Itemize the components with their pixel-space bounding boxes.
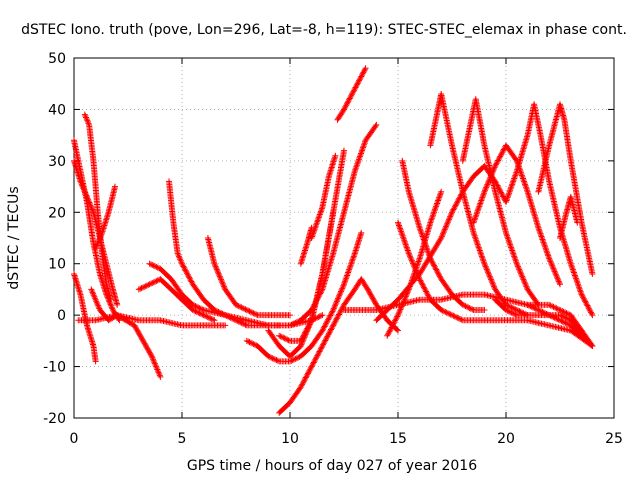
series-marks bbox=[287, 121, 380, 329]
series-marks bbox=[88, 286, 164, 380]
x-axis-label: GPS time / hours of day 027 of year 2016 bbox=[187, 458, 477, 474]
series-4 bbox=[92, 183, 118, 252]
series-27 bbox=[503, 101, 596, 319]
y-tick-label: 30 bbox=[48, 154, 66, 170]
series-25 bbox=[459, 96, 542, 308]
series-marks bbox=[535, 101, 596, 277]
y-tick-label: 50 bbox=[48, 51, 66, 67]
y-tick-label: 10 bbox=[48, 257, 66, 273]
plot-frame bbox=[73, 57, 615, 419]
series-marks bbox=[166, 178, 283, 329]
series-marks bbox=[276, 147, 347, 344]
series-17 bbox=[308, 152, 339, 241]
series-9 bbox=[166, 178, 283, 329]
series-marks bbox=[75, 312, 229, 329]
series-marks bbox=[204, 235, 293, 319]
x-tick-label: 25 bbox=[605, 431, 623, 447]
series-10 bbox=[204, 235, 293, 319]
series-6 bbox=[75, 312, 229, 329]
y-tick-label: 0 bbox=[57, 308, 66, 324]
data-markers bbox=[71, 65, 596, 416]
series-marks bbox=[308, 152, 339, 241]
series-marks bbox=[135, 276, 218, 324]
tick-layer: 0 5 10 15 20 25 -20 -10 0 10 20 30 40 50 bbox=[43, 51, 623, 447]
y-tick-label: 20 bbox=[48, 205, 66, 221]
series-24 bbox=[427, 91, 531, 319]
x-tick-label: 10 bbox=[281, 431, 299, 447]
series-30 bbox=[557, 193, 581, 241]
series-marks bbox=[557, 193, 581, 241]
series-marks bbox=[459, 96, 542, 308]
series-marks bbox=[92, 183, 118, 252]
series-14 bbox=[276, 147, 347, 344]
series-marks bbox=[384, 188, 445, 339]
series-18 bbox=[334, 65, 369, 123]
series-11 bbox=[243, 229, 365, 365]
series-28 bbox=[535, 101, 596, 277]
y-tick-label: -20 bbox=[43, 411, 66, 427]
series-marks bbox=[427, 91, 531, 319]
x-tick-label: 20 bbox=[497, 431, 515, 447]
y-tick-label: -10 bbox=[43, 360, 66, 376]
series-5 bbox=[88, 286, 164, 380]
series-23 bbox=[384, 188, 445, 339]
y-axis-label: dSTEC / TECUs bbox=[6, 186, 22, 289]
series-marks bbox=[334, 65, 369, 123]
y-tick-label: 40 bbox=[48, 102, 66, 118]
chart-title: dSTEC Iono. truth (pove, Lon=296, Lat=-8… bbox=[21, 22, 627, 38]
x-tick-label: 0 bbox=[70, 431, 79, 447]
series-7 bbox=[135, 276, 218, 324]
series-marks bbox=[503, 101, 596, 319]
series-marks bbox=[524, 301, 596, 349]
x-tick-label: 5 bbox=[178, 431, 187, 447]
series-marks bbox=[243, 229, 365, 365]
series-31 bbox=[524, 301, 596, 349]
x-tick-label: 15 bbox=[389, 431, 407, 447]
series-15 bbox=[287, 121, 380, 329]
